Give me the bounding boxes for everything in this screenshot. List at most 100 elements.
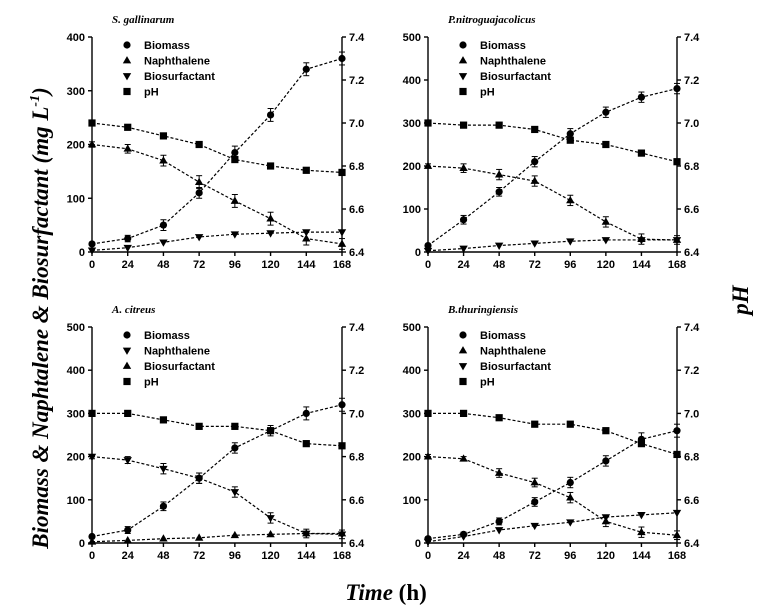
data-point	[531, 125, 539, 134]
y-tick-label: 300	[67, 86, 85, 98]
series-line	[427, 430, 678, 540]
legend-label: Biosurfactant	[144, 71, 215, 83]
x-tick-label: 72	[529, 259, 541, 271]
legend-label: Biosurfactant	[480, 361, 551, 373]
legend-marker	[123, 377, 131, 386]
legend-label: pH	[480, 87, 495, 99]
data-point	[566, 493, 575, 501]
x-tick-label: 144	[297, 550, 316, 562]
x-axis-title-unit: (h)	[393, 580, 427, 605]
y-tick-label: 300	[403, 408, 421, 420]
y-tick-label: 300	[67, 408, 85, 420]
data-point	[338, 401, 346, 409]
legend-marker	[459, 87, 467, 96]
y-axis-left-title-main: Biomass & Naphtalene & Biosurfactant	[28, 169, 53, 550]
y-tick-label: 200	[403, 161, 421, 173]
series-line	[427, 165, 678, 241]
data-point	[495, 188, 503, 196]
data-point	[88, 119, 96, 127]
y2-tick-label: 6.8	[349, 452, 364, 464]
data-point	[87, 140, 97, 148]
data-point	[302, 409, 310, 417]
data-point	[494, 527, 504, 535]
y-tick-label: 500	[403, 32, 421, 44]
panel-title: B.thuringiensis	[447, 304, 518, 316]
legend-marker	[122, 56, 132, 64]
data-point	[194, 177, 204, 186]
data-point	[459, 409, 468, 417]
data-point	[459, 533, 468, 541]
legend-marker	[458, 56, 468, 64]
data-point	[424, 119, 432, 127]
data-point	[123, 457, 132, 465]
data-point	[566, 130, 574, 138]
legend-marker	[459, 331, 467, 339]
data-point	[266, 111, 275, 119]
series-line	[428, 412, 678, 456]
legend-label: pH	[144, 87, 159, 99]
y-tick-label: 400	[403, 365, 421, 377]
data-point	[494, 170, 504, 178]
x-axis-title: Time (h)	[345, 580, 427, 605]
legend-label: Biomass	[144, 330, 190, 342]
data-point	[566, 196, 575, 204]
data-point	[495, 121, 503, 129]
x-tick-label: 0	[89, 550, 95, 562]
chart-panel-1: 0 24 48 72 96 120 144 168 0 100 200 300 400 6.4 6.6 6.8…	[67, 14, 366, 271]
data-point	[195, 422, 203, 430]
y-axis-left-title-unit: (mg L	[28, 107, 53, 164]
x-tick-label: 120	[261, 259, 279, 271]
x-tick-label: 168	[668, 259, 686, 271]
data-point	[601, 237, 611, 245]
data-point	[302, 229, 311, 237]
legend-label: Naphthalene	[480, 56, 546, 68]
panel-title: P.nitroguajacolicus	[448, 14, 536, 26]
data-point	[673, 158, 681, 166]
data-point	[459, 163, 468, 172]
data-point	[159, 221, 168, 229]
data-point	[673, 450, 681, 459]
x-tick-label: 48	[157, 550, 169, 562]
x-tick-label: 120	[597, 550, 615, 562]
data-point	[302, 166, 310, 174]
data-point	[266, 515, 275, 523]
data-point	[231, 155, 239, 164]
x-tick-label: 48	[157, 259, 169, 271]
chart-panel-3: 0 24 48 72 96 120 144 168 0 100 200 300 400 500 6.4 6.6…	[67, 304, 366, 562]
x-tick-label: 96	[229, 550, 241, 562]
y2-tick-label: 6.6	[684, 495, 699, 507]
y-axis-left-title-close: )	[28, 87, 53, 97]
data-point	[88, 409, 96, 417]
x-tick-label: 144	[297, 259, 316, 271]
y2-tick-label: 7.4	[684, 322, 700, 334]
x-tick-label: 144	[632, 550, 651, 562]
y-tick-label: 200	[67, 452, 85, 464]
data-point	[266, 162, 275, 170]
data-point	[124, 234, 132, 243]
x-tick-label: 168	[333, 259, 351, 271]
legend-label: pH	[480, 377, 495, 389]
data-point	[194, 533, 204, 541]
y-tick-label: 500	[67, 322, 85, 334]
x-tick-label: 120	[261, 550, 279, 562]
data-point	[566, 238, 575, 246]
y2-tick-label: 6.6	[349, 495, 364, 507]
data-point	[231, 148, 239, 157]
data-point	[672, 509, 682, 518]
data-point	[266, 529, 275, 538]
y-tick-label: 300	[403, 118, 421, 130]
legend-marker	[123, 87, 131, 96]
data-point	[673, 85, 681, 93]
data-point	[531, 420, 539, 428]
x-tick-label: 24	[122, 550, 135, 562]
data-point	[123, 244, 132, 253]
data-point	[195, 140, 203, 149]
x-tick-label: 0	[425, 259, 431, 271]
data-point	[230, 231, 240, 239]
series-line	[427, 88, 678, 247]
y2-tick-label: 6.4	[349, 538, 365, 550]
y2-tick-label: 6.4	[684, 538, 700, 550]
data-point	[494, 242, 504, 250]
y2-tick-label: 6.4	[684, 247, 700, 259]
series-line	[427, 122, 678, 163]
